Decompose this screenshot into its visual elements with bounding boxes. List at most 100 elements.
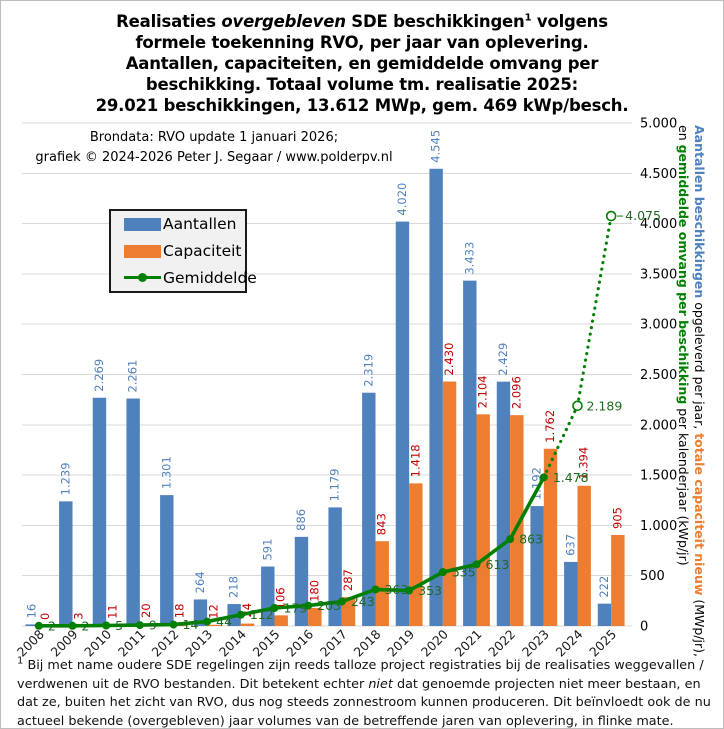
gemiddelde-label-2011: 9 xyxy=(149,618,157,633)
gemiddelde-label-2024: 2.189 xyxy=(587,398,623,413)
legend: Aantallen Capaciteit Gemiddelde xyxy=(109,209,257,293)
chart-title-line4: beschikking. Totaal volume tm. realisati… xyxy=(145,75,579,94)
bar-label-aantallen-2020: 4.545 xyxy=(429,130,443,163)
bar-label-capaciteit-2018: 843 xyxy=(375,513,389,535)
y-tick-label-3.500: 3.500 xyxy=(640,267,677,282)
legend-item-gemiddelde: Gemiddelde xyxy=(124,264,257,291)
x-axis-label-2015: 2015 xyxy=(250,627,283,660)
bar-label-aantallen-2023: 1.192 xyxy=(530,467,544,500)
gemiddelde-marker-2014 xyxy=(236,610,245,619)
bar-aantallen-2008 xyxy=(25,624,39,626)
bar-label-capaciteit-2023: 1.762 xyxy=(543,410,557,443)
bar-label-aantallen-2017: 1.179 xyxy=(328,468,342,501)
gemiddelde-label-2018: 363 xyxy=(385,582,409,597)
bar-label-capaciteit-2024: 1.394 xyxy=(577,447,591,480)
bar-label-aantallen-2018: 2.319 xyxy=(361,354,375,387)
legend-label-gemiddelde: Gemiddelde xyxy=(163,268,257,287)
legend-label-aantallen: Aantallen xyxy=(163,215,237,234)
bar-label-aantallen-2021: 3.433 xyxy=(462,242,476,275)
gemiddelde-label-2015: 179 xyxy=(284,600,308,615)
bar-label-capaciteit-2012: 18 xyxy=(173,604,187,619)
legend-item-capaciteit: Capaciteit xyxy=(124,238,245,265)
bar-label-capaciteit-2011: 20 xyxy=(139,603,153,618)
bar-label-aantallen-2019: 4.020 xyxy=(395,183,409,216)
legend-line-gemiddelde xyxy=(124,273,161,283)
gemiddelde-label-2013: 44 xyxy=(216,614,232,629)
bar-aantallen-2017 xyxy=(328,507,342,626)
y-axis-title-line2: en gemiddelde omvang per beschikking per… xyxy=(676,125,691,566)
x-axis-label-2017: 2017 xyxy=(317,627,350,660)
bar-capaciteit-2016 xyxy=(308,607,322,626)
gemiddelde-marker-2012 xyxy=(169,620,178,629)
bar-label-aantallen-2013: 264 xyxy=(193,571,207,593)
gemiddelde-marker-2015 xyxy=(270,603,279,612)
gemiddelde-marker-2021 xyxy=(472,560,481,569)
gemiddelde-marker-open-2024 xyxy=(572,400,583,412)
bar-label-aantallen-2009: 1.239 xyxy=(58,462,72,495)
gemiddelde-label-2016: 203 xyxy=(317,598,341,613)
bar-aantallen-2023 xyxy=(530,506,544,626)
x-axis-label-2018: 2018 xyxy=(351,626,384,659)
gemiddelde-marker-2011 xyxy=(135,621,144,630)
bar-aantallen-2022 xyxy=(496,381,511,626)
y-tick-label-4.000: 4.000 xyxy=(640,217,677,232)
y-tick-label-1.000: 1.000 xyxy=(640,519,677,534)
gemiddelde-marker-2022 xyxy=(506,535,515,544)
bar-label-capaciteit-2013: 12 xyxy=(206,604,220,619)
legend-label-capaciteit: Capaciteit xyxy=(163,242,242,260)
bar-label-capaciteit-2019: 1.418 xyxy=(408,444,422,477)
bar-aantallen-2024 xyxy=(564,561,578,626)
bar-label-aantallen-2014: 218 xyxy=(227,576,241,598)
gemiddelde-label-2012: 14 xyxy=(183,617,199,632)
bar-label-capaciteit-2016: 180 xyxy=(307,580,321,602)
gemiddelde-label-2010: 5 xyxy=(115,618,123,633)
chart-source-note: Brondata: RVO update 1 januari 2026; gra… xyxy=(16,128,412,168)
gemiddelde-marker-open-2025 xyxy=(605,210,617,222)
chart-title-line2: formele toekenning RVO, per jaar van opl… xyxy=(135,33,589,52)
bar-label-capaciteit-2021: 2.104 xyxy=(476,375,490,408)
gemiddelde-marker-2009 xyxy=(68,621,77,630)
gemiddelde-label-2009: 2 xyxy=(82,618,90,633)
bar-label-aantallen-2010: 2.269 xyxy=(92,359,106,392)
bar-aantallen-2019 xyxy=(395,221,410,626)
chart-title: Realisaties overgebleven SDE beschikking… xyxy=(1,11,723,116)
source-note-line1: Brondata: RVO update 1 januari 2026; xyxy=(89,130,339,145)
x-axis-label-2019: 2019 xyxy=(384,626,417,659)
chart-title-line5: 29.021 beschikkingen, 13.612 MWp, gem. 4… xyxy=(95,96,629,115)
bar-label-aantallen-2012: 1.301 xyxy=(159,456,173,489)
gemiddelde-marker-2013 xyxy=(203,617,212,626)
bar-capaciteit-2020 xyxy=(442,381,457,626)
bar-label-capaciteit-2009: 3 xyxy=(72,612,86,619)
chart-svg: 05001.0001.5002.0002.5003.0003.5004.0004… xyxy=(14,117,677,660)
bar-capaciteit-2021 xyxy=(476,414,490,626)
gemiddelde-marker-2018 xyxy=(371,585,380,594)
bar-label-aantallen-2024: 637 xyxy=(563,534,577,556)
x-axis-label-2008: 2008 xyxy=(14,626,47,659)
legend-item-aantallen: Aantallen xyxy=(124,211,245,238)
bar-capaciteit-2023 xyxy=(543,448,558,626)
bar-aantallen-2025 xyxy=(597,603,612,626)
x-axis-label-2023: 2023 xyxy=(519,627,552,660)
bar-label-capaciteit-2022: 2.096 xyxy=(509,376,523,409)
x-axis-label-2016: 2016 xyxy=(283,626,316,659)
bar-label-aantallen-2011: 2.261 xyxy=(126,360,140,393)
bar-capaciteit-2017 xyxy=(341,597,356,626)
bar-capaciteit-2019 xyxy=(409,483,423,626)
gemiddelde-label-2017: 243 xyxy=(351,594,375,609)
bar-label-capaciteit-2017: 287 xyxy=(341,569,355,591)
bar-capaciteit-2022 xyxy=(510,415,524,626)
gemiddelde-marker-2010 xyxy=(102,621,111,630)
bar-aantallen-2010 xyxy=(92,397,107,626)
y-tick-label-5.000: 5.000 xyxy=(640,117,677,132)
plot-area: 0 500 1.000 1.500 2.000 2.500 3.000 3.500 4.000 4… xyxy=(1,1,723,667)
gemiddelde-label-2020: 535 xyxy=(452,565,476,580)
y-tick-label-2.000: 2.000 xyxy=(640,418,677,433)
gemiddelde-label-2021: 613 xyxy=(486,557,510,572)
bar-capaciteit-2018 xyxy=(375,541,389,626)
gemiddelde-label-2022: 863 xyxy=(519,532,543,547)
gemiddelde-marker-2023 xyxy=(539,473,548,482)
bar-aantallen-2021 xyxy=(463,280,477,626)
bar-label-capaciteit-2010: 11 xyxy=(105,604,119,619)
bar-label-aantallen-2025: 222 xyxy=(597,576,611,598)
bar-capaciteit-2013 xyxy=(207,624,221,626)
